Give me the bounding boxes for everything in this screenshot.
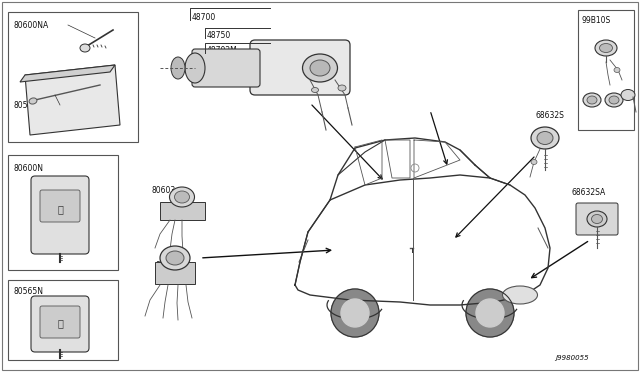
Text: 48750: 48750 [207,31,231,39]
Ellipse shape [605,93,623,107]
FancyBboxPatch shape [40,190,80,222]
Polygon shape [20,65,115,82]
Text: 80601: 80601 [155,260,179,269]
Ellipse shape [175,191,189,203]
Bar [8,280,118,360]
Circle shape [466,289,514,337]
Text: 80600NA: 80600NA [14,20,49,29]
Text: 48700: 48700 [192,13,216,22]
Text: 68632S: 68632S [535,110,564,119]
Ellipse shape [537,131,553,144]
Ellipse shape [171,57,185,79]
Ellipse shape [303,54,337,82]
Ellipse shape [29,98,37,104]
Text: ⚿: ⚿ [57,318,63,328]
FancyBboxPatch shape [192,49,260,87]
Ellipse shape [583,93,601,107]
Text: 68632SA: 68632SA [572,187,606,196]
Ellipse shape [338,85,346,91]
Text: ⚿: ⚿ [57,204,63,214]
Ellipse shape [531,160,537,164]
Text: 80600N: 80600N [14,164,44,173]
Text: 80566M: 80566M [14,100,45,109]
Bar [578,10,634,130]
Ellipse shape [531,127,559,149]
Text: 80565N: 80565N [14,286,44,295]
FancyBboxPatch shape [576,203,618,235]
Ellipse shape [609,96,619,104]
Text: 48700A: 48700A [185,61,214,70]
Text: 99B10S: 99B10S [582,16,611,25]
Ellipse shape [170,187,195,207]
Ellipse shape [587,96,597,104]
Ellipse shape [185,53,205,83]
FancyBboxPatch shape [31,296,89,352]
Ellipse shape [600,44,612,52]
Circle shape [476,299,504,327]
Text: 48702M: 48702M [207,45,237,55]
Ellipse shape [614,67,620,73]
Bar [155,262,195,284]
Bar [8,155,118,270]
Ellipse shape [595,40,617,56]
Bar [160,202,205,220]
Text: J9980055: J9980055 [555,355,589,361]
FancyBboxPatch shape [250,40,350,95]
Ellipse shape [591,215,602,224]
Polygon shape [25,65,120,135]
FancyBboxPatch shape [40,306,80,338]
Ellipse shape [80,44,90,52]
Circle shape [331,289,379,337]
Ellipse shape [621,90,635,100]
Ellipse shape [312,87,319,93]
Circle shape [341,299,369,327]
Bar [8,12,138,142]
Ellipse shape [502,286,538,304]
Ellipse shape [587,211,607,227]
Ellipse shape [166,251,184,265]
FancyBboxPatch shape [31,176,89,254]
Ellipse shape [160,246,190,270]
Ellipse shape [310,60,330,76]
Text: 80603: 80603 [152,186,176,195]
